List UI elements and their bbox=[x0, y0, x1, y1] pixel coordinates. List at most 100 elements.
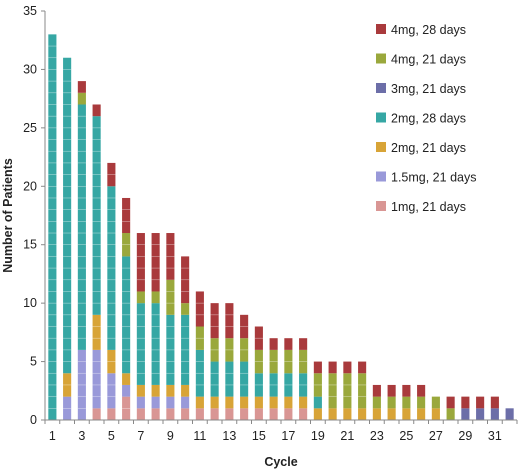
bar-segment-4mg-28-days-cycle-26 bbox=[417, 384, 426, 397]
x-tick-label: 19 bbox=[311, 429, 325, 443]
bar-segment-4mg-28-days-cycle-31 bbox=[490, 396, 499, 409]
legend-label-3mg-21-days: 3mg, 21 days bbox=[391, 82, 466, 96]
bar-segment-4mg-28-days-cycle-29 bbox=[461, 396, 470, 409]
legend-swatch-4mg-28-days bbox=[376, 24, 386, 34]
legend-label-4mg-21-days: 4mg, 21 days bbox=[391, 53, 466, 67]
y-tick-label: 20 bbox=[23, 179, 37, 193]
bar-segment-4mg-21-days-cycle-24 bbox=[387, 396, 396, 409]
legend-swatch-2mg-28-days bbox=[376, 112, 386, 123]
bar-segment-2mg-21-days-cycle-12 bbox=[210, 396, 219, 409]
y-tick-label: 10 bbox=[23, 296, 37, 310]
y-tick-label: 15 bbox=[23, 238, 37, 252]
bar-segment-3mg-21-days-cycle-29 bbox=[461, 408, 470, 420]
bar-segment-2mg-28-days-cycle-8 bbox=[151, 303, 160, 385]
bar-segment-2mg-21-days-cycle-20 bbox=[328, 408, 337, 420]
bar-segment-1-5mg-21-days-cycle-9 bbox=[166, 396, 175, 409]
bar-segment-1mg-21-days-cycle-4 bbox=[92, 408, 101, 420]
y-tick-label: 25 bbox=[23, 121, 37, 135]
bar-segment-2mg-21-days-cycle-10 bbox=[181, 384, 190, 397]
bar-segment-4mg-21-days-cycle-26 bbox=[417, 396, 426, 409]
bar-segment-2mg-21-days-cycle-17 bbox=[284, 396, 293, 409]
bar-segment-4mg-21-days-cycle-10 bbox=[181, 303, 190, 315]
bar-segment-1-5mg-21-days-cycle-8 bbox=[151, 396, 160, 409]
x-tick-label: 17 bbox=[281, 429, 295, 443]
bar-segment-4mg-21-days-cycle-25 bbox=[402, 396, 411, 409]
x-axis-title: Cycle bbox=[264, 455, 297, 469]
x-tick-label: 9 bbox=[167, 429, 174, 443]
y-axis-title: Number of Patients bbox=[1, 158, 15, 273]
bar-segment-4mg-21-days-cycle-27 bbox=[431, 396, 440, 409]
bar-segment-1-5mg-21-days-cycle-5 bbox=[107, 373, 116, 409]
bars-layer bbox=[48, 34, 514, 421]
y-tick-label: 0 bbox=[30, 413, 37, 427]
bar-segment-1-5mg-21-days-cycle-7 bbox=[136, 396, 145, 409]
bar-segment-1mg-21-days-cycle-16 bbox=[269, 408, 278, 420]
bar-segment-2mg-21-days-cycle-15 bbox=[254, 396, 263, 409]
bar-segment-2mg-28-days-cycle-2 bbox=[63, 57, 72, 374]
x-tick-label: 27 bbox=[429, 429, 443, 443]
bar-segment-2mg-21-days-cycle-18 bbox=[299, 396, 308, 409]
legend-label-1-5mg-21-days: 1.5mg, 21 days bbox=[391, 171, 476, 185]
x-tick-label: 7 bbox=[137, 429, 144, 443]
bar-segment-1mg-21-days-cycle-5 bbox=[107, 408, 116, 420]
legend-label-2mg-28-days: 2mg, 28 days bbox=[391, 112, 466, 126]
bar-segment-2mg-28-days-cycle-14 bbox=[240, 361, 249, 397]
bar-segment-2mg-21-days-cycle-23 bbox=[372, 408, 381, 420]
bar-segment-4mg-28-days-cycle-23 bbox=[372, 384, 381, 397]
x-tick-label: 21 bbox=[340, 429, 354, 443]
bar-segment-3mg-21-days-cycle-30 bbox=[476, 408, 485, 420]
bar-segment-2mg-21-days-cycle-8 bbox=[151, 384, 160, 397]
bar-segment-1mg-21-days-cycle-8 bbox=[151, 408, 160, 420]
bar-segment-4mg-21-days-cycle-8 bbox=[151, 291, 160, 304]
legend-swatch-2mg-21-days bbox=[376, 142, 386, 152]
x-tick-label: 3 bbox=[78, 429, 85, 443]
x-tick-label: 23 bbox=[370, 429, 384, 443]
bar-segment-4mg-21-days-cycle-22 bbox=[358, 373, 367, 409]
bar-segment-4mg-28-days-cycle-13 bbox=[225, 303, 234, 339]
legend: 4mg, 28 days 4mg, 21 days 3mg, 21 days 2mg,… bbox=[376, 23, 476, 214]
bar-segment-2mg-21-days-cycle-22 bbox=[358, 408, 367, 420]
legend-swatch-1-5mg-21-days bbox=[376, 171, 386, 182]
y-tick-label: 5 bbox=[30, 355, 37, 369]
bar-segment-4mg-21-days-cycle-28 bbox=[446, 408, 455, 420]
y-tick-label: 35 bbox=[23, 4, 37, 18]
bar-segment-2mg-28-days-cycle-12 bbox=[210, 361, 219, 397]
bar-segment-1mg-21-days-cycle-9 bbox=[166, 408, 175, 420]
bar-segment-1mg-21-days-cycle-14 bbox=[240, 408, 249, 420]
bar-segment-2mg-21-days-cycle-11 bbox=[195, 396, 204, 409]
bar-segment-4mg-28-days-cycle-8 bbox=[151, 233, 160, 292]
x-tick-label: 13 bbox=[222, 429, 236, 443]
bar-segment-4mg-28-days-cycle-18 bbox=[299, 338, 308, 350]
bar-segment-4mg-21-days-cycle-23 bbox=[372, 396, 381, 409]
legend-swatch-4mg-21-days bbox=[376, 53, 386, 64]
x-tick-label: 5 bbox=[108, 429, 115, 443]
bar-segment-2mg-28-days-cycle-3 bbox=[77, 104, 86, 350]
legend-label-4mg-28-days: 4mg, 28 days bbox=[391, 23, 466, 37]
bar-segment-4mg-21-days-cycle-7 bbox=[136, 291, 145, 304]
bar-segment-4mg-21-days-cycle-9 bbox=[166, 279, 175, 315]
bar-segment-1mg-21-days-cycle-15 bbox=[254, 408, 263, 420]
bar-segment-2mg-28-days-cycle-7 bbox=[136, 303, 145, 385]
bar-segment-3mg-21-days-cycle-31 bbox=[490, 408, 499, 420]
bar-segment-4mg-28-days-cycle-24 bbox=[387, 384, 396, 397]
y-tick-label: 30 bbox=[23, 62, 37, 76]
bar-segment-4mg-28-days-cycle-30 bbox=[476, 396, 485, 409]
bar-segment-2mg-21-days-cycle-24 bbox=[387, 408, 396, 420]
bar-segment-1mg-21-days-cycle-12 bbox=[210, 408, 219, 420]
bar-segment-1mg-21-days-cycle-7 bbox=[136, 408, 145, 420]
bar-segment-1-5mg-21-days-cycle-4 bbox=[92, 349, 101, 409]
bar-segment-4mg-28-days-cycle-12 bbox=[210, 303, 219, 339]
bar-segment-2mg-21-days-cycle-7 bbox=[136, 384, 145, 397]
bar-segment-2mg-21-days-cycle-21 bbox=[343, 408, 352, 420]
bar-segment-3mg-21-days-cycle-32 bbox=[505, 408, 514, 420]
bar-segment-1mg-21-days-cycle-10 bbox=[181, 408, 190, 420]
bar-segment-2mg-21-days-cycle-13 bbox=[225, 396, 234, 409]
bar-segment-4mg-28-days-cycle-22 bbox=[358, 361, 367, 374]
bar-segment-2mg-21-days-cycle-4 bbox=[92, 314, 101, 350]
x-tick-label: 15 bbox=[252, 429, 266, 443]
bar-segment-1-5mg-21-days-cycle-6 bbox=[122, 384, 131, 397]
bar-segment-4mg-28-days-cycle-19 bbox=[313, 361, 322, 374]
bar-segment-4mg-28-days-cycle-7 bbox=[136, 233, 145, 292]
bar-segment-4mg-21-days-cycle-21 bbox=[343, 373, 352, 409]
x-tick-label: 31 bbox=[488, 429, 502, 443]
